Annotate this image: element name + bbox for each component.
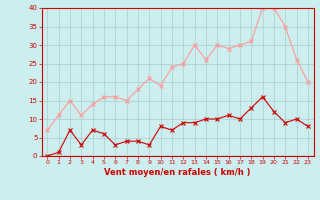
X-axis label: Vent moyen/en rafales ( km/h ): Vent moyen/en rafales ( km/h ): [104, 168, 251, 177]
